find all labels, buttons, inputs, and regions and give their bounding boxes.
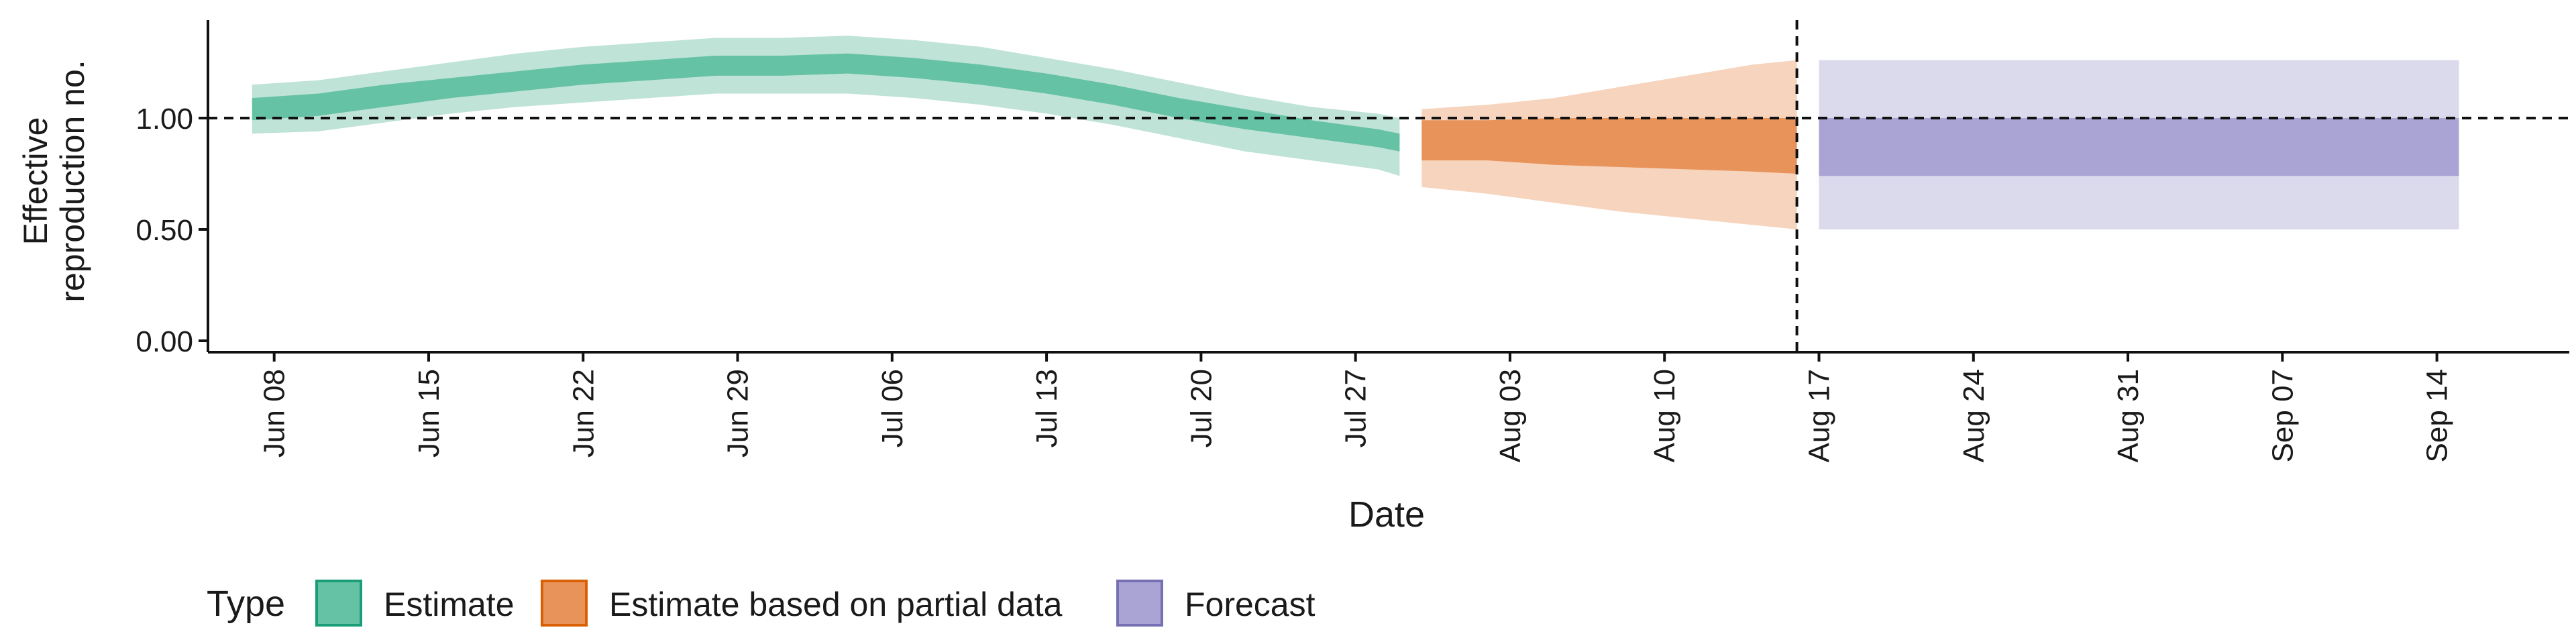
chart-bands — [252, 36, 2459, 229]
x-tick-label: Jun 22 — [567, 369, 600, 458]
band-inner-forecast — [1819, 118, 2459, 176]
x-tick-label: Aug 17 — [1803, 369, 1835, 462]
x-tick-label: Jun 29 — [722, 369, 755, 458]
chart-axes: 0.00 0.50 1.00 Jun 08 Jun 15 Jun 22 Jun 29 Jul … — [136, 20, 2569, 462]
legend-title: Type — [207, 584, 285, 624]
legend-items: Estimate Estimate based on partial data Fo… — [315, 580, 1316, 627]
legend-key — [1116, 580, 1163, 627]
legend: Type Estimate Estimate based on partial d… — [207, 580, 1316, 627]
x-tick-label: Sep 14 — [2421, 369, 2454, 462]
x-tick-label: Sep 07 — [2266, 369, 2299, 462]
x-tick-label: Aug 24 — [1957, 369, 1990, 462]
legend-label: Estimate — [384, 586, 515, 623]
legend-key — [315, 580, 362, 627]
legend-label: Forecast — [1185, 586, 1316, 623]
x-tick-label: Aug 03 — [1494, 369, 1527, 462]
x-tick-label: Jul 20 — [1185, 369, 1218, 447]
band-inner-estimate — [252, 53, 1400, 152]
y-tick-label: 0.00 — [136, 325, 193, 358]
x-tick-label: Jun 15 — [413, 369, 445, 458]
legend-label: Estimate based on partial data — [609, 586, 1063, 623]
x-tick-label: Jun 08 — [258, 369, 291, 458]
x-tick-label: Jul 13 — [1030, 369, 1063, 447]
x-tick-label: Aug 31 — [2112, 369, 2145, 462]
y-tick-label: 0.50 — [136, 214, 193, 247]
y-tick-label: 1.00 — [136, 103, 193, 136]
x-tick-label: Jul 06 — [876, 369, 909, 447]
y-axis-title-line2: reproduction no. — [54, 60, 91, 302]
y-axis-title: Effective reproduction no. — [17, 60, 91, 302]
x-axis-title: Date — [1348, 494, 1425, 535]
x-tick-label: Aug 10 — [1648, 369, 1681, 462]
x-tick-label: Jul 27 — [1340, 369, 1373, 447]
legend-key — [541, 580, 588, 627]
chart-reference-lines — [208, 20, 2569, 352]
y-axis-title-line1: Effective — [17, 117, 54, 246]
band-inner-estimate-based-on-partial-data — [1421, 118, 1797, 174]
